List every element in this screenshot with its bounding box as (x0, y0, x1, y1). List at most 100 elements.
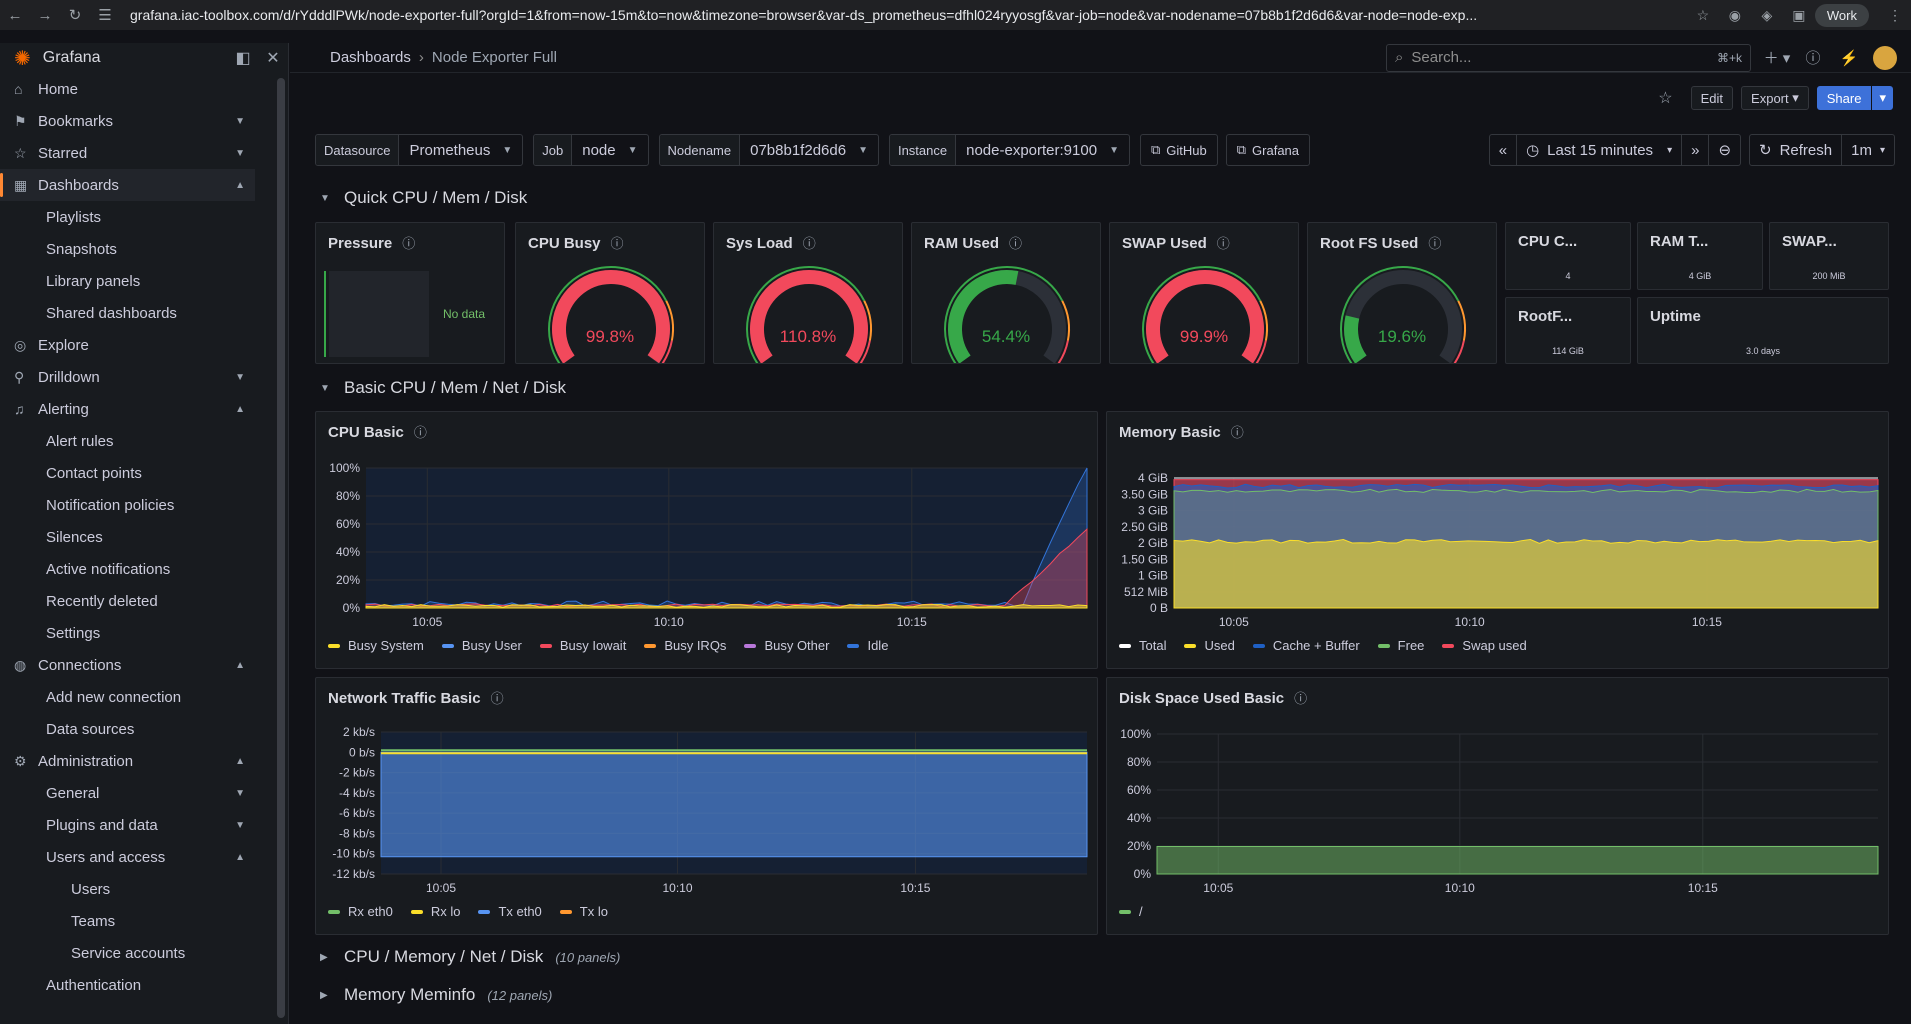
variable-datasource[interactable]: Datasource Prometheus ▼ (315, 134, 524, 166)
legend-item-idle[interactable]: Idle (847, 638, 888, 653)
menu-icon[interactable]: ⋮ (1888, 6, 1902, 23)
info-icon[interactable]: ⓘ (1216, 236, 1230, 251)
sidebar-item-home[interactable]: ⌂ Home (0, 73, 255, 105)
address-bar[interactable]: grafana.iac-toolbox.com/d/rYdddlPWk/node… (130, 7, 1478, 23)
row-cpu-mem-net-disk[interactable]: ▶ CPU / Memory / Net / Disk (10 panels) (320, 945, 620, 969)
refresh-interval-picker[interactable]: 1m ▾ (1842, 134, 1895, 166)
legend-item-busy-iowait[interactable]: Busy Iowait (539, 638, 626, 653)
sidebar-item-alert-rules[interactable]: Alert rules (0, 425, 255, 457)
sidebar-item-add-new-connection[interactable]: Add new connection (0, 681, 255, 713)
sidebar-item-plugins-and-data[interactable]: Plugins and data ▼ (0, 809, 255, 841)
row-memory-meminfo[interactable]: ▶ Memory Meminfo (12 panels) (320, 983, 552, 1007)
sidebar-item-drilldown[interactable]: ⚲ Drilldown ▼ (0, 361, 255, 393)
help-icon[interactable]: ⓘ (1805, 50, 1821, 67)
sidebar-item-notification-policies[interactable]: Notification policies (0, 489, 255, 521)
sidebar-item-silences[interactable]: Silences (0, 521, 255, 553)
panel-gauge-swap-used[interactable]: SWAP Used ⓘ 99.9% (1109, 222, 1299, 364)
sidebar-item-alerting[interactable]: ♫ Alerting ▲ (0, 393, 255, 425)
legend-item-root[interactable]: / (1119, 904, 1143, 919)
site-info-icon[interactable]: ☰ (98, 7, 112, 24)
chevron-up-icon[interactable]: ▲ (235, 851, 245, 863)
panel-cpu-basic[interactable]: CPU Basic ⓘ 0% 20% 40% 60% 80% 100% 10:05 10:10 1… (315, 411, 1098, 669)
sidebar-item-connections[interactable]: ◍ Connections ▲ (0, 649, 255, 681)
sidebar-item-starred[interactable]: ☆ Starred ▼ (0, 137, 255, 169)
sidebar-item-general[interactable]: General ▼ (0, 777, 255, 809)
legend-item-busy-irqs[interactable]: Busy IRQs (644, 638, 726, 653)
sidebar-item-users-and-access[interactable]: Users and access ▲ (0, 841, 255, 873)
sidebar-item-explore[interactable]: ◎ Explore (0, 329, 255, 361)
sidebar-item-contact-points[interactable]: Contact points (0, 457, 255, 489)
legend-item-used[interactable]: Used (1184, 638, 1235, 653)
variable-select[interactable]: node ▼ (572, 135, 647, 165)
panel-pressure[interactable]: Pressure ⓘ No data (315, 222, 505, 364)
zoom-out-button[interactable]: ⊖ (1709, 134, 1742, 166)
dock-menu-icon[interactable]: ◧ (235, 50, 251, 67)
info-icon[interactable]: ⓘ (490, 691, 504, 706)
panel-gauge-cpu-busy[interactable]: CPU Busy ⓘ 99.8% (515, 222, 705, 364)
legend-item-swap-used[interactable]: Swap used (1442, 638, 1527, 653)
legend-item-tx-eth0[interactable]: Tx eth0 (478, 904, 542, 919)
add-icon[interactable]: ＋ ▾ (1763, 50, 1791, 67)
legend-item-total[interactable]: Total (1119, 638, 1166, 653)
legend-item-busy-other[interactable]: Busy Other (744, 638, 829, 653)
variable-nodename[interactable]: Nodename 07b8b1f2d6d6 ▼ (658, 134, 879, 166)
panel-disk-basic[interactable]: Disk Space Used Basic ⓘ 0% 20% 40% 60% 80% 100… (1106, 677, 1889, 935)
variable-job[interactable]: Job node ▼ (533, 134, 649, 166)
close-icon[interactable]: ✕ (266, 50, 280, 67)
panel-stat-ram-t[interactable]: RAM T... 4 GiB (1637, 222, 1763, 290)
variable-select[interactable]: Prometheus ▼ (399, 135, 522, 165)
back-icon[interactable]: ← (7, 6, 23, 24)
chevron-down-icon[interactable]: ▼ (235, 819, 245, 831)
chevron-down-icon[interactable]: ▼ (235, 787, 245, 799)
info-icon[interactable]: ⓘ (610, 236, 624, 251)
time-range-picker[interactable]: ◷ Last 15 minutes ▾ (1517, 134, 1683, 166)
search-input[interactable]: ⌕ Search... ⌘+k (1386, 43, 1751, 72)
link-grafana[interactable]: ⧉ Grafana (1225, 134, 1311, 166)
forward-icon[interactable]: → (37, 6, 53, 24)
chevron-up-icon[interactable]: ▲ (235, 179, 245, 191)
export-button[interactable]: Export ▾ (1741, 86, 1809, 110)
info-icon[interactable]: ⓘ (1230, 425, 1244, 440)
sidebar-item-bookmarks[interactable]: ⚑ Bookmarks ▼ (0, 105, 255, 137)
panel-stat-uptime[interactable]: Uptime 3.0 days (1637, 297, 1889, 364)
info-icon[interactable]: ⓘ (402, 236, 416, 251)
sidebar-item-recently-deleted[interactable]: Recently deleted (0, 585, 255, 617)
panel-stat-cpu-c[interactable]: CPU C... 4 (1505, 222, 1631, 290)
variable-select[interactable]: node-exporter:9100 ▼ (956, 135, 1129, 165)
share-dropdown-icon[interactable]: ▾ (1872, 86, 1893, 110)
row-basic[interactable]: ▼ Basic CPU / Mem / Net / Disk (320, 376, 566, 400)
info-icon[interactable]: ⓘ (1294, 691, 1308, 706)
news-icon[interactable]: ⚡ (1839, 49, 1859, 67)
extension-icon[interactable]: ◉ (1728, 6, 1741, 23)
variable-instance[interactable]: Instance node-exporter:9100 ▼ (888, 134, 1130, 166)
link-github[interactable]: ⧉ GitHub (1139, 134, 1218, 166)
star-dashboard-icon[interactable]: ☆ (1658, 90, 1673, 107)
panel-stat-swap[interactable]: SWAP... 200 MiB (1769, 222, 1889, 290)
legend-item-cache-buffer[interactable]: Cache + Buffer (1252, 638, 1360, 653)
panel-network-basic[interactable]: Network Traffic Basic ⓘ -12 kb/s -10 kb/s -… (315, 677, 1098, 935)
info-icon[interactable]: ⓘ (1428, 236, 1442, 251)
refresh-button[interactable]: ↻ Refresh (1749, 134, 1843, 166)
sidebar-item-teams[interactable]: Teams (0, 905, 255, 937)
puzzle-icon[interactable]: ▣ (1792, 6, 1806, 23)
chevron-down-icon[interactable]: ▼ (235, 147, 245, 159)
time-forward-button[interactable]: » (1682, 134, 1710, 166)
legend-item-busy-system[interactable]: Busy System (328, 638, 424, 653)
panel-memory-basic[interactable]: Memory Basic ⓘ 0 B 512 MiB 1 GiB 1.50 GiB 2 G… (1106, 411, 1889, 669)
legend-item-tx-lo[interactable]: Tx lo (559, 904, 608, 919)
sidebar-item-administration[interactable]: ⚙ Administration ▲ (0, 745, 255, 777)
legend-item-rx-eth0[interactable]: Rx eth0 (328, 904, 393, 919)
panel-gauge-sys-load[interactable]: Sys Load ⓘ 110.8% (713, 222, 903, 364)
sidebar-scrollbar[interactable] (277, 78, 285, 1018)
edit-button[interactable]: Edit (1690, 86, 1734, 110)
sidebar-item-snapshots[interactable]: Snapshots (0, 233, 255, 265)
reload-icon[interactable]: ↻ (68, 7, 82, 24)
share-button[interactable]: Share (1816, 86, 1872, 110)
profile-button[interactable]: Work (1814, 3, 1869, 27)
chevron-up-icon[interactable]: ▲ (235, 659, 245, 671)
grafana-logo-icon[interactable]: ✺ (14, 47, 31, 70)
sidebar-item-shared-dashboards[interactable]: Shared dashboards (0, 297, 255, 329)
info-icon[interactable]: ⓘ (1009, 236, 1023, 251)
time-back-button[interactable]: « (1488, 134, 1518, 166)
legend-item-busy-user[interactable]: Busy User (441, 638, 522, 653)
